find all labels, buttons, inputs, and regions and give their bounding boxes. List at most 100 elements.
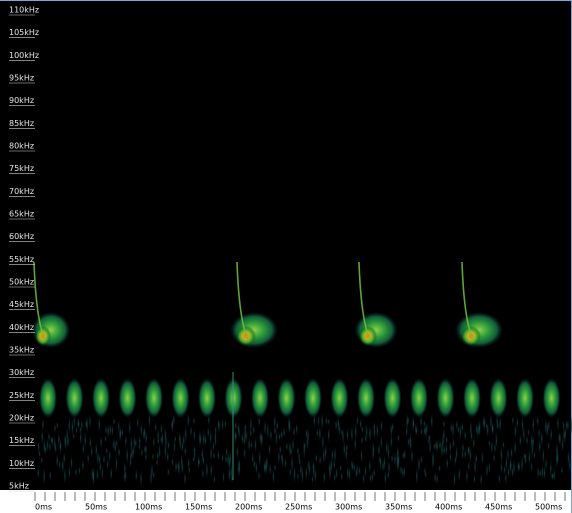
noise	[166, 450, 169, 464]
noise	[255, 459, 258, 476]
noise	[41, 417, 45, 432]
noise	[495, 431, 498, 451]
noise	[453, 470, 456, 489]
noise	[161, 429, 164, 448]
noise	[360, 447, 363, 464]
noise	[125, 445, 129, 466]
noise	[85, 418, 88, 430]
noise	[234, 420, 237, 432]
noise	[325, 415, 328, 426]
noise	[199, 432, 202, 447]
noise	[449, 451, 452, 463]
noise	[279, 444, 282, 456]
noise	[449, 440, 452, 454]
noise	[368, 457, 371, 475]
noise	[500, 461, 503, 474]
time-label: 150ms	[185, 503, 212, 512]
noise	[352, 462, 356, 474]
band-blob	[198, 378, 216, 418]
frequency-label: 25kHz	[9, 391, 34, 400]
time-label: 250ms	[285, 503, 312, 512]
noise	[328, 460, 331, 477]
noise	[75, 425, 78, 435]
noise	[105, 446, 109, 456]
noise	[289, 445, 293, 457]
noise	[179, 434, 182, 452]
noise	[562, 420, 565, 431]
noise	[431, 449, 435, 466]
noise	[475, 452, 478, 465]
noise	[372, 441, 375, 456]
noise	[109, 422, 112, 437]
noise	[341, 427, 345, 446]
noise	[266, 421, 269, 441]
noise	[525, 435, 529, 446]
call-sweep	[461, 261, 474, 341]
noise	[98, 414, 101, 435]
noise	[324, 443, 327, 462]
noise	[167, 439, 170, 451]
noise	[417, 455, 421, 475]
noise	[399, 464, 403, 476]
noise	[249, 416, 253, 434]
noise	[498, 472, 501, 485]
noise	[259, 429, 262, 446]
noise	[528, 447, 531, 467]
noise	[37, 465, 40, 481]
noise	[390, 453, 394, 464]
noise	[212, 451, 216, 460]
noise	[397, 452, 400, 471]
noise	[68, 415, 71, 436]
noise	[136, 416, 139, 430]
spectrogram-energy	[31, 261, 572, 489]
band-blob	[383, 378, 402, 418]
noise	[507, 465, 510, 479]
noise	[343, 439, 346, 459]
noise	[187, 465, 191, 476]
band-blob	[489, 378, 508, 418]
noise	[104, 434, 107, 444]
noise	[327, 426, 331, 444]
noise	[49, 470, 52, 482]
noise	[53, 422, 57, 434]
frequency-label: 65kHz	[9, 210, 34, 219]
noise	[424, 421, 428, 441]
noise	[252, 424, 255, 436]
noise	[316, 428, 319, 439]
noise	[538, 438, 542, 455]
noise	[263, 418, 267, 438]
noise	[314, 467, 317, 484]
noise	[503, 464, 506, 475]
noise	[340, 471, 343, 482]
noise	[193, 445, 196, 454]
noise	[184, 424, 187, 445]
noise	[380, 434, 383, 450]
noise	[269, 428, 273, 442]
noise	[228, 466, 231, 483]
noise	[86, 452, 90, 464]
noise	[177, 458, 181, 478]
noise	[407, 436, 410, 448]
noise	[285, 441, 289, 452]
noise	[71, 418, 74, 437]
noise	[234, 428, 237, 445]
noise	[433, 471, 437, 484]
noise	[346, 427, 349, 442]
noise	[351, 461, 354, 472]
noise	[224, 454, 228, 465]
noise	[362, 472, 365, 485]
noise	[393, 451, 397, 467]
frequency-label: 80kHz	[9, 142, 34, 151]
noise	[350, 425, 354, 443]
noise	[276, 419, 279, 432]
noise	[318, 454, 322, 466]
band-blob	[463, 378, 481, 418]
band-blob	[39, 378, 57, 418]
noise	[205, 459, 209, 480]
noise	[512, 458, 516, 477]
noise	[197, 458, 201, 467]
noise	[56, 452, 59, 469]
noise	[277, 449, 281, 465]
noise	[539, 469, 542, 478]
noise	[502, 440, 505, 450]
